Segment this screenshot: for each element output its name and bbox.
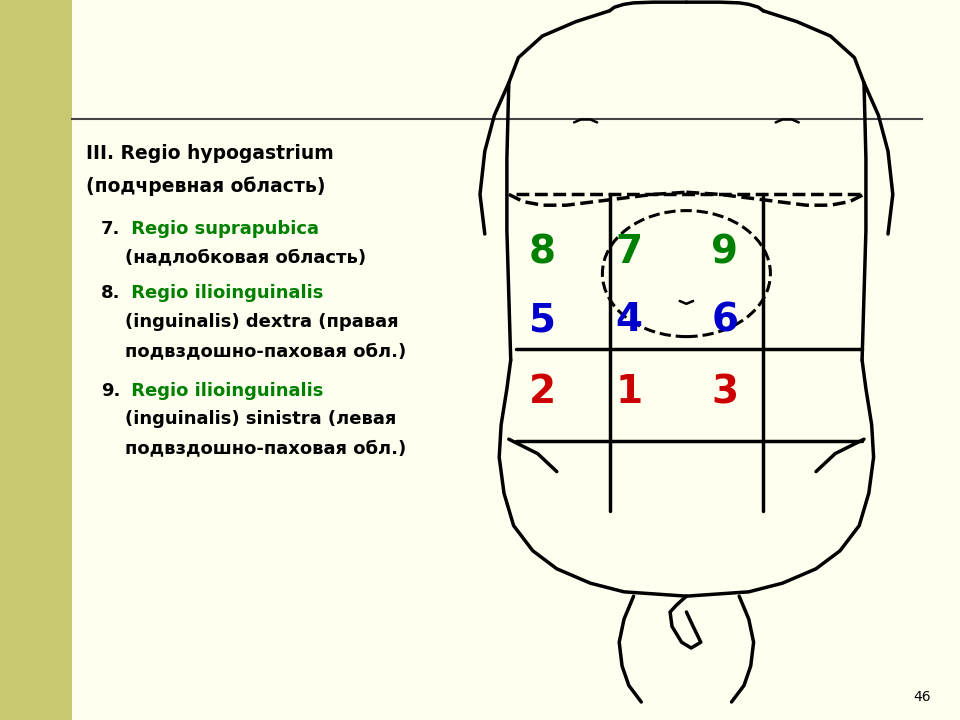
Text: (подчревная область): (подчревная область) [86,176,325,196]
Text: 46: 46 [914,690,931,704]
Text: 1: 1 [615,374,642,411]
Text: Regio suprapubica: Regio suprapubica [125,220,319,238]
Text: (inguinalis) sinistra (левая: (inguinalis) sinistra (левая [125,410,396,428]
Text: 7.: 7. [101,220,120,238]
Text: III. Regio hypogastrium: III. Regio hypogastrium [86,144,334,163]
Text: 8.: 8. [101,284,120,302]
Text: Regio ilioinguinalis: Regio ilioinguinalis [125,284,324,302]
Text: 3: 3 [711,374,738,411]
Text: 9: 9 [711,233,738,271]
Text: 8: 8 [529,233,556,271]
Text: 5: 5 [529,302,556,339]
Text: 4: 4 [615,302,642,339]
Text: 6: 6 [711,302,738,339]
Text: подвздошно-паховая обл.): подвздошно-паховая обл.) [125,439,406,457]
Text: 7: 7 [615,233,642,271]
Text: (inguinalis) dextra (правая: (inguinalis) dextra (правая [125,313,398,331]
Bar [0,0,72,720]
Text: подвздошно-паховая обл.): подвздошно-паховая обл.) [125,342,406,360]
Text: 9.: 9. [101,382,120,400]
Text: 2: 2 [529,374,556,411]
Text: (надлобковая область): (надлобковая область) [125,248,366,266]
Text: Regio ilioinguinalis: Regio ilioinguinalis [125,382,324,400]
